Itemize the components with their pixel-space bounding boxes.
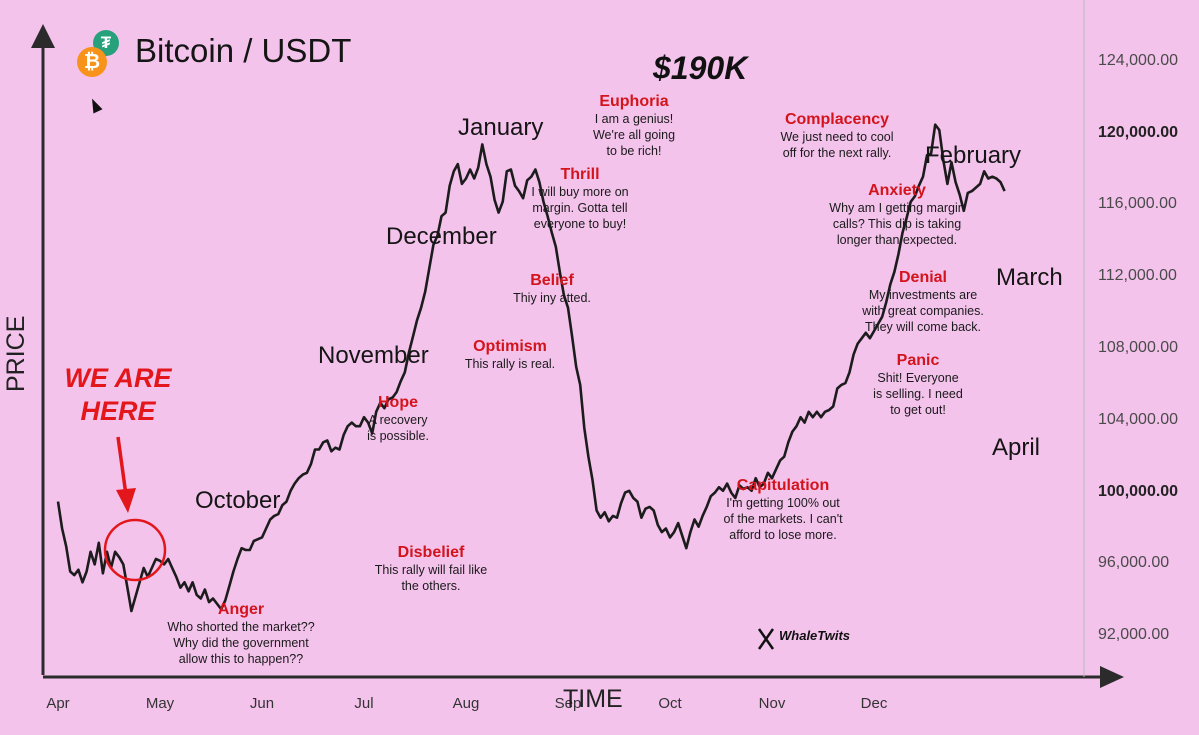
x-tick-label: Dec <box>860 695 888 712</box>
y-tick-label: 124,000.00 <box>1098 51 1179 69</box>
y-tick-label: 120,000.00 <box>1098 123 1179 141</box>
x-tick-label: Aug <box>452 695 480 712</box>
emotion-line: to get out! <box>890 403 946 417</box>
emotion-line: allow this to happen?? <box>178 652 304 666</box>
emotion-line: afford to lose more. <box>729 528 837 542</box>
emotion-disbelief: Disbelief This rally will fail like the … <box>375 543 488 594</box>
emotion-name: Hope <box>378 394 418 411</box>
y-tick-label: 116,000.00 <box>1098 195 1177 213</box>
emotion-name: Capitulation <box>736 477 830 494</box>
watermark: WhaleTwits <box>779 628 851 643</box>
emotion-name: Thrill <box>560 166 600 183</box>
emotion-complacency: Complacency We just need to cool off for… <box>780 110 893 161</box>
emotion-line: I'm getting 100% out <box>726 496 840 510</box>
emotion-line: They will come back. <box>864 320 981 334</box>
emotion-euphoria: Euphoria I am a genius! We're all going … <box>593 92 675 159</box>
x-tick-label: Oct <box>658 695 682 712</box>
y-tick-label: 108,000.00 <box>1098 339 1179 356</box>
emotion-hope: Hope A recovery is possible. <box>367 393 429 444</box>
y-axis-arrow <box>31 24 55 48</box>
emotion-line: with great companies. <box>862 304 984 318</box>
axes <box>31 0 1124 688</box>
we-are-here-marker <box>103 436 167 582</box>
emotion-name: Complacency <box>784 111 890 128</box>
emotion-line: Why am I getting margin <box>829 201 965 215</box>
emotion-name: Optimism <box>473 338 547 355</box>
we-are-here-line1: WE ARE <box>64 363 172 393</box>
emotion-line: off for the next rally. <box>782 146 892 160</box>
emotion-line: everyone to buy! <box>533 217 627 231</box>
emotion-line: I will buy more on <box>531 185 629 199</box>
emotion-name: Belief <box>530 272 574 289</box>
emotion-name: Anxiety <box>868 182 926 199</box>
emotion-line: the others. <box>401 579 461 593</box>
emotion-line: A recovery <box>368 413 428 427</box>
emotion-thrill: Thrill I will buy more on margin. Gotta … <box>531 165 628 232</box>
month-word-october: October <box>195 487 281 514</box>
watermark-x-icon <box>757 628 775 650</box>
emotion-line: This rally will fail like <box>374 563 488 577</box>
we-are-here-label: WE ARE HERE <box>58 362 178 428</box>
here-circle <box>103 518 167 582</box>
emotion-optimism: Optimism This rally is real. <box>465 337 555 372</box>
emotion-line: calls? This dip is taking <box>832 217 962 231</box>
x-tick-label: Apr <box>46 695 70 712</box>
emotion-name: Anger <box>217 601 265 618</box>
bitcoin-icon: ₿ <box>77 47 107 77</box>
emotion-denial: Denial My investments are with great com… <box>862 268 984 335</box>
emotion-line: of the markets. I can't <box>723 512 843 526</box>
emotion-line: Shit! Everyone <box>877 371 959 385</box>
month-word-april: April <box>992 434 1041 461</box>
x-tick-label: Jun <box>249 695 275 712</box>
emotion-belief: Belief Thiy iny atted. <box>513 271 591 306</box>
here-arrow-shaft <box>116 436 128 496</box>
emotion-name: Panic <box>896 352 940 369</box>
y-tick-label: 92,000.00 <box>1098 626 1170 644</box>
x-tick-label: Sep <box>554 695 582 712</box>
emotion-capitulation: Capitulation I'm getting 100% out of the… <box>723 476 842 543</box>
month-word-february: February <box>925 142 1022 169</box>
emotion-line: to be rich! <box>606 144 662 158</box>
y-tick-label: 112,000.00 <box>1098 267 1177 285</box>
x-tick-label: Nov <box>758 695 786 712</box>
emotion-line: longer than expected. <box>836 233 958 247</box>
emotion-line: is possible. <box>367 429 429 443</box>
emotion-name: Denial <box>898 269 947 286</box>
emotion-line: This rally is real. <box>464 357 556 371</box>
emotion-line: I am a genius! <box>594 112 674 126</box>
we-are-here-line2: HERE <box>80 396 156 426</box>
y-tick-label: 100,000.00 <box>1098 482 1179 500</box>
emotion-name: Disbelief <box>397 544 465 561</box>
x-axis-arrow <box>1100 666 1124 688</box>
chart-title: Bitcoin / USDT <box>135 32 352 69</box>
y-tick-label: 96,000.00 <box>1098 554 1170 572</box>
y-axis-label: PRICE <box>2 315 30 392</box>
emotion-line: We just need to cool <box>780 130 894 144</box>
emotion-line: Thiy iny atted. <box>513 291 591 305</box>
emotion-line: Why did the government <box>173 636 309 650</box>
month-word-march: March <box>996 264 1063 291</box>
emotion-name: Euphoria <box>599 93 669 110</box>
emotion-line: margin. Gotta tell <box>532 201 628 215</box>
here-arrow-head <box>116 488 136 513</box>
price-line <box>56 123 1006 613</box>
emotion-line: is selling. I need <box>873 387 963 401</box>
x-tick-label: Jul <box>354 695 374 712</box>
month-word-december: December <box>386 223 497 250</box>
x-axis-label: TIME <box>563 685 623 713</box>
emotion-anger: Anger Who shorted the market?? Why did t… <box>167 600 314 667</box>
y-tick-label: 104,000.00 <box>1098 410 1179 428</box>
month-word-november: November <box>318 342 429 369</box>
emotion-panic: Panic Shit! Everyone is selling. I need … <box>873 351 963 418</box>
emotion-anxiety: Anxiety Why am I getting margin calls? T… <box>829 181 964 248</box>
emotion-line: Who shorted the market?? <box>167 620 315 634</box>
emotion-line: We're all going <box>592 128 676 142</box>
month-word-january: January <box>458 114 544 141</box>
peak-price-label: $190K <box>653 50 748 86</box>
emotion-line: My investments are <box>868 288 978 302</box>
x-tick-label: May <box>145 695 175 712</box>
